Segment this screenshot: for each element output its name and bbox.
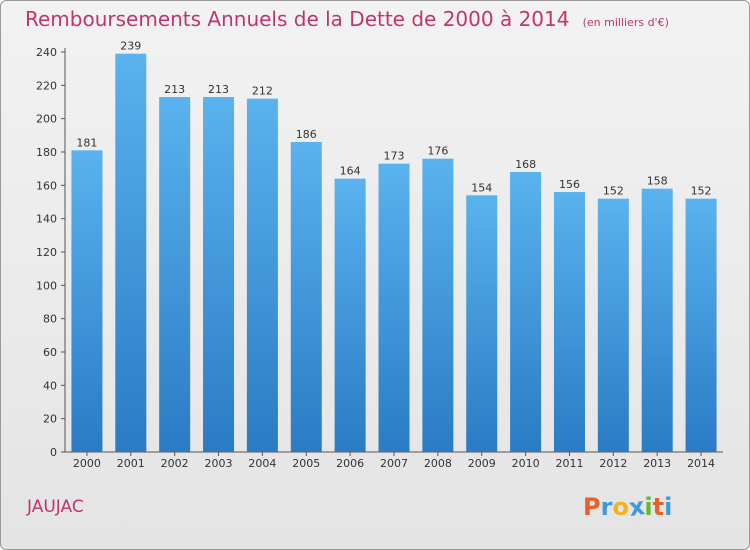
x-tick-label: 2013	[643, 457, 671, 470]
x-tick-label: 2005	[292, 457, 320, 470]
y-tick-label: 160	[36, 179, 57, 192]
data-label: 213	[208, 83, 229, 96]
data-label: 173	[384, 150, 405, 163]
data-label: 239	[120, 40, 141, 53]
data-label: 152	[603, 185, 624, 198]
logo-letter: i	[664, 493, 673, 521]
y-tick-label: 80	[43, 313, 57, 326]
data-label: 176	[427, 145, 448, 158]
data-label: 158	[647, 175, 668, 188]
x-tick-label: 2007	[380, 457, 408, 470]
x-tick-label: 2011	[555, 457, 583, 470]
y-tick-label: 60	[43, 346, 57, 359]
y-tick-label: 200	[36, 113, 57, 126]
bar-2006	[334, 178, 366, 452]
bar-2004	[246, 98, 278, 453]
logo-letter: t	[652, 493, 665, 521]
bar-2005	[290, 142, 322, 452]
x-tick-label: 2000	[73, 457, 101, 470]
bar-2001	[115, 53, 147, 453]
data-label: 152	[691, 185, 712, 198]
y-tick-label: 0	[50, 446, 57, 459]
data-label: 164	[340, 165, 361, 178]
x-tick-label: 2006	[336, 457, 364, 470]
x-tick-label: 2008	[424, 457, 452, 470]
logo-letter: x	[627, 492, 647, 522]
y-tick-label: 20	[43, 413, 57, 426]
x-tick-label: 2002	[161, 457, 189, 470]
bar-2003	[203, 97, 235, 452]
logo-letter: r	[600, 493, 613, 521]
title-unit: (en milliers d'€)	[582, 16, 669, 29]
y-tick-label: 240	[36, 46, 57, 59]
data-label: 154	[471, 181, 492, 194]
data-label: 156	[559, 178, 580, 191]
data-label: 181	[76, 136, 97, 149]
chart-title: Remboursements Annuels de la Dette de 20…	[25, 7, 669, 31]
data-label: 186	[296, 128, 317, 141]
y-tick-label: 120	[36, 246, 57, 259]
x-tick-label: 2014	[687, 457, 715, 470]
bar-2008	[422, 158, 454, 452]
bar-2009	[466, 195, 498, 453]
data-label: 168	[515, 158, 536, 171]
logo-letter: o	[612, 493, 629, 521]
data-label: 213	[164, 83, 185, 96]
bar-2002	[159, 97, 191, 452]
y-tick-label: 40	[43, 379, 57, 392]
x-tick-label: 2001	[117, 457, 145, 470]
bar-2000	[71, 150, 103, 453]
y-tick-label: 220	[36, 79, 57, 92]
bar-2012	[597, 198, 629, 452]
y-tick-label: 100	[36, 279, 57, 292]
logo-letter: i	[644, 493, 653, 521]
bar-2014	[685, 198, 717, 452]
proxiti-logo: Proxiti	[583, 492, 673, 522]
x-tick-label: 2004	[248, 457, 276, 470]
bar-2013	[641, 188, 673, 452]
bar-2010	[510, 172, 542, 452]
y-tick-label: 180	[36, 146, 57, 159]
x-tick-label: 2012	[599, 457, 627, 470]
bar-2007	[378, 163, 410, 452]
y-tick-label: 140	[36, 213, 57, 226]
x-tick-label: 2003	[205, 457, 233, 470]
title-text: Remboursements Annuels de la Dette de 20…	[25, 7, 570, 31]
x-tick-label: 2009	[468, 457, 496, 470]
commune-name: JAUJAC	[27, 497, 84, 517]
logo-letter: P	[583, 493, 601, 521]
x-tick-label: 2010	[512, 457, 540, 470]
data-label: 212	[252, 85, 273, 98]
bar-2011	[553, 192, 585, 452]
